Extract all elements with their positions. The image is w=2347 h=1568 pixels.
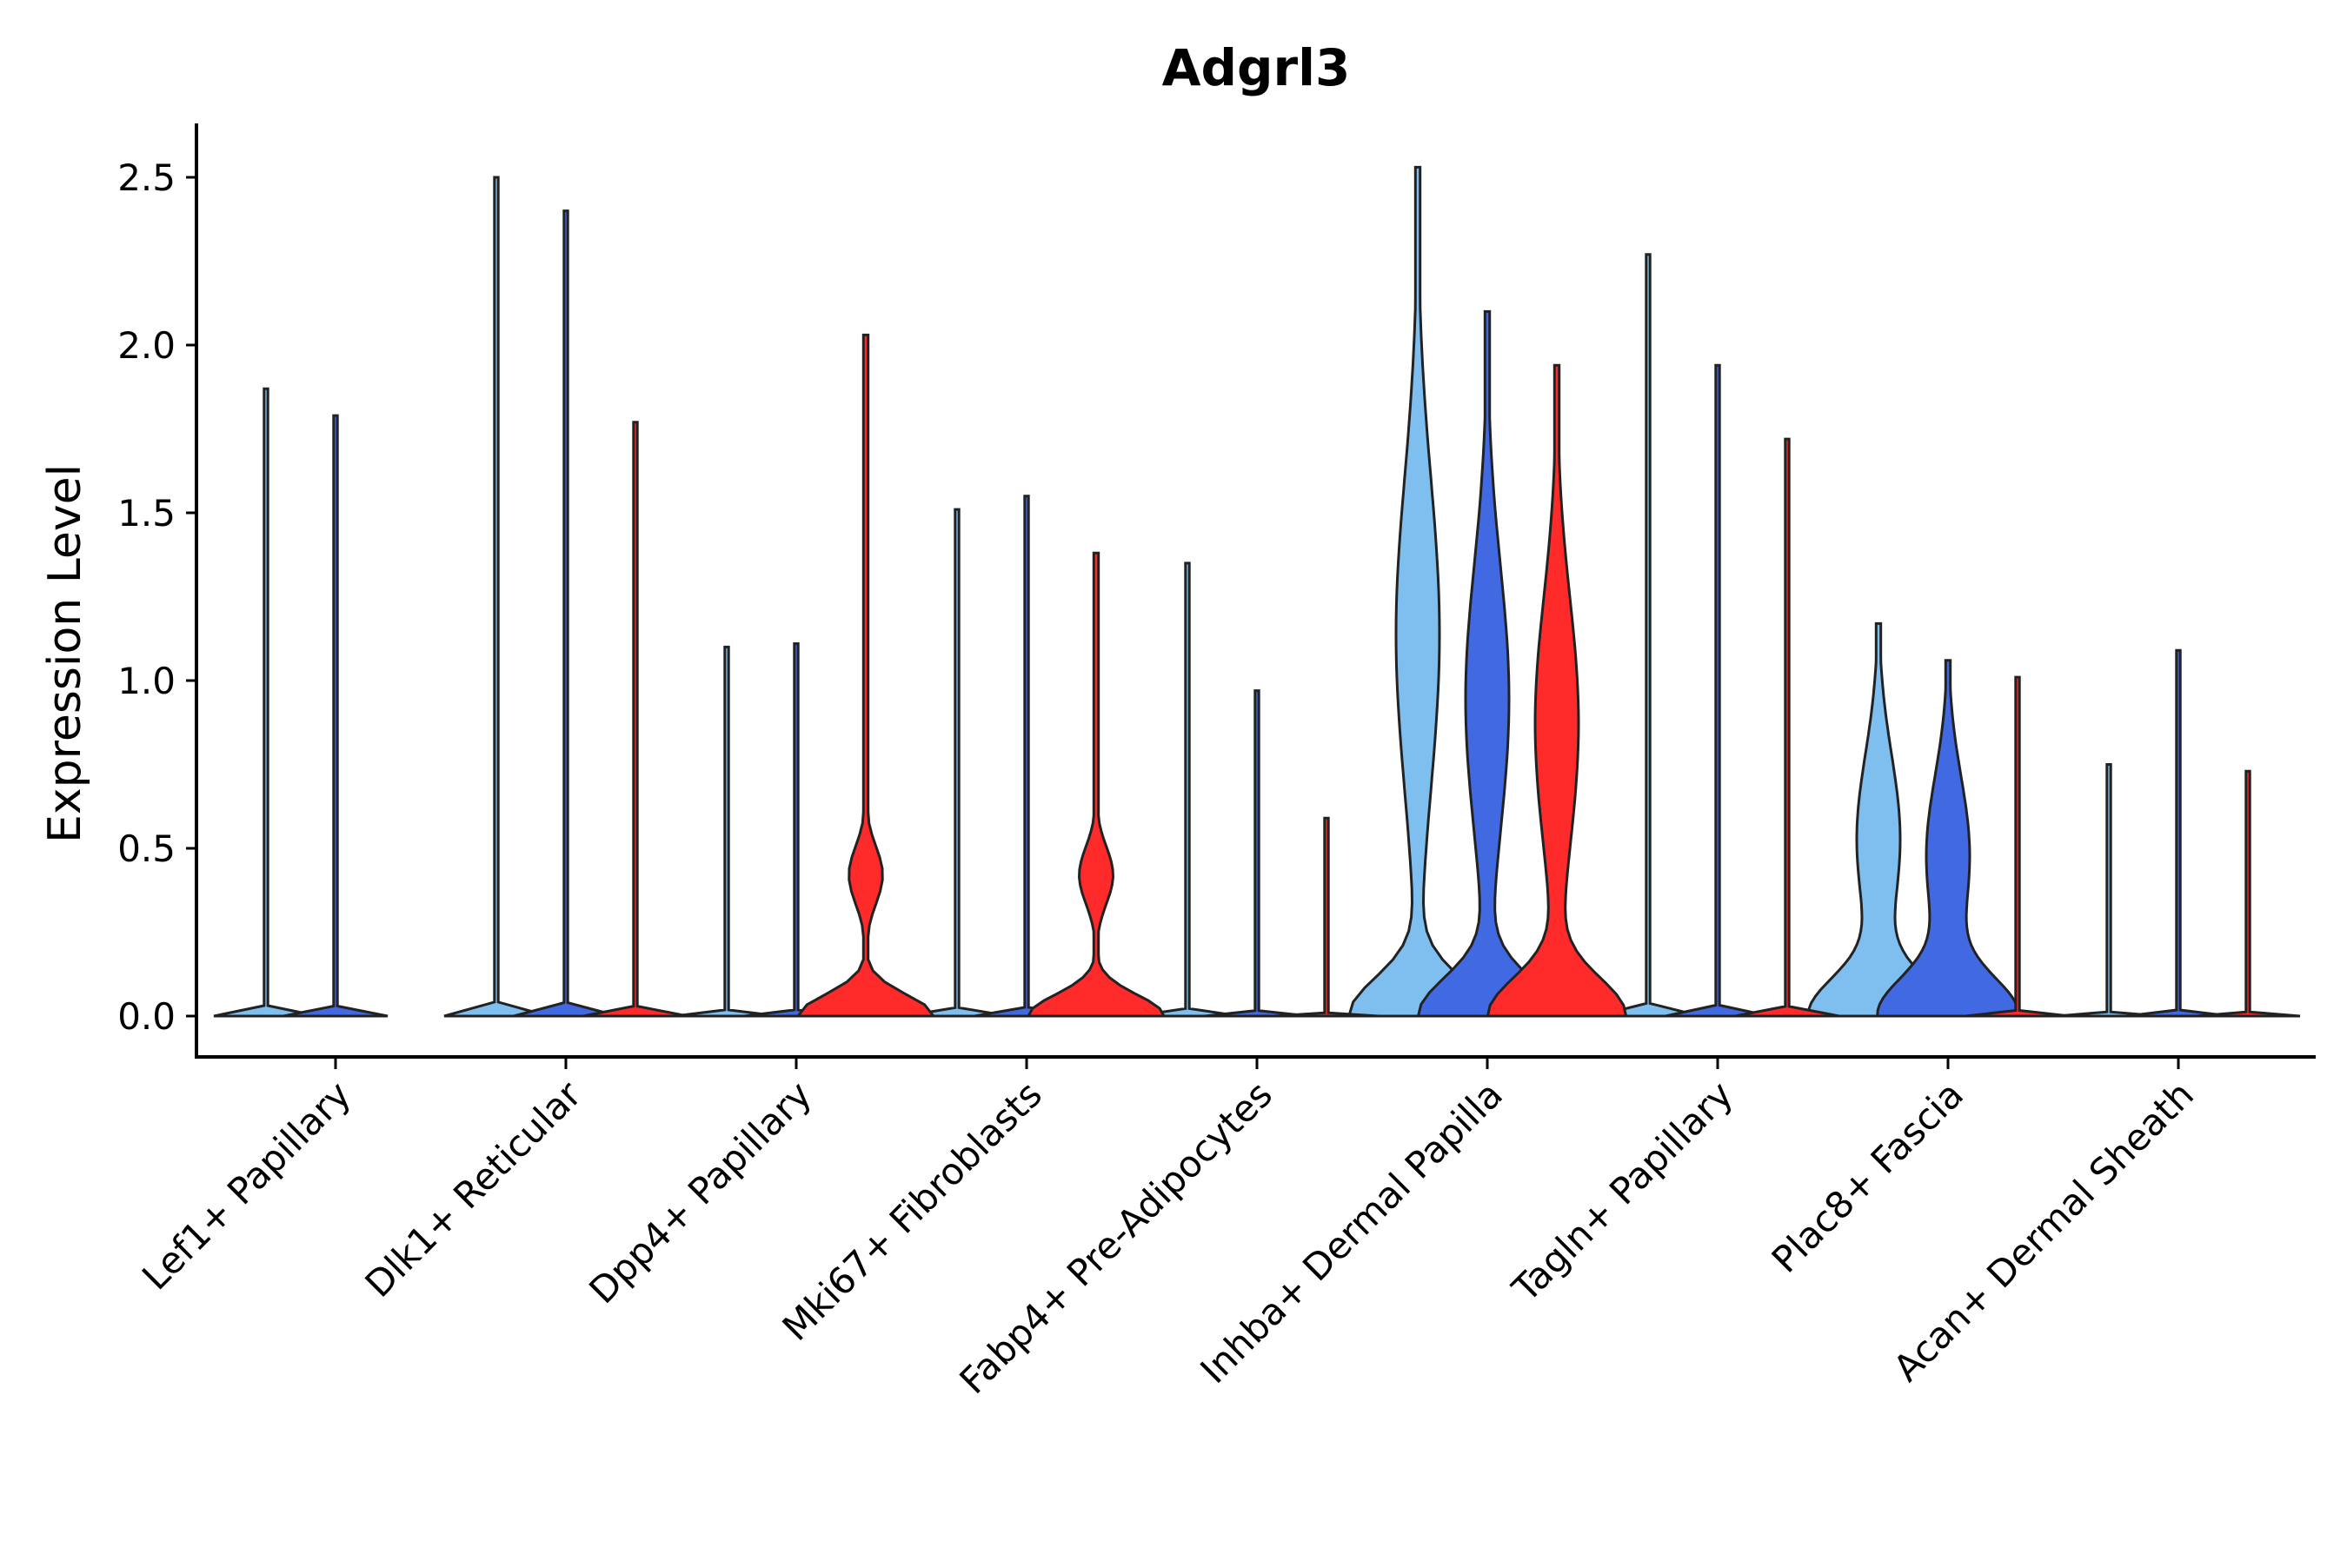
x-tick-label: Dpp4+ Papillary <box>581 1073 820 1312</box>
violin-2-7 <box>1665 363 1771 1018</box>
y-tick-label: 2.5 <box>117 156 176 199</box>
violin-2-3 <box>743 642 849 1018</box>
violin-3-8 <box>1965 675 2071 1018</box>
violin-2-1 <box>283 414 389 1018</box>
violin-3-6 <box>1486 363 1628 1018</box>
violin-3-5 <box>1273 816 1380 1018</box>
violin-3-9 <box>2195 769 2301 1018</box>
violin-3-7 <box>1734 437 1840 1018</box>
chart-title: Adgrl3 <box>1162 38 1351 97</box>
violin-2-9 <box>2125 648 2231 1018</box>
y-tick-label: 1.0 <box>117 660 176 702</box>
violin-2-4 <box>974 495 1080 1018</box>
x-tick-label: Dlk1+ Reticular <box>357 1073 590 1306</box>
violin-1-8 <box>1806 621 1951 1018</box>
violin-1-7 <box>1595 253 1701 1018</box>
violin-marks <box>213 165 2301 1018</box>
violin-3-3 <box>795 333 937 1018</box>
y-axis-ticks: 0.0 0.5 1.0 1.5 2.0 2.5 <box>117 156 196 1038</box>
violin-2-5 <box>1204 689 1310 1018</box>
x-tick-label: Lef1+ Papillary <box>134 1073 359 1298</box>
y-tick-label: 1.5 <box>117 492 176 535</box>
violin-1-1 <box>213 387 319 1018</box>
x-tick-label: Plac8+ Fascia <box>1764 1073 1971 1280</box>
x-tick-label: Tagln+ Papillary <box>1504 1073 1741 1310</box>
violin-3-4 <box>1026 551 1167 1018</box>
y-tick-label: 0.5 <box>117 827 176 870</box>
violin-1-5 <box>1134 561 1240 1018</box>
x-tick-label: Mki67+ Fibroblasts <box>775 1073 1050 1348</box>
y-tick-label: 0.0 <box>117 995 176 1038</box>
y-axis-label: Expression Level <box>39 464 91 843</box>
violin-1-6 <box>1346 165 1489 1018</box>
violin-1-3 <box>674 645 780 1018</box>
y-tick-label: 2.0 <box>117 324 176 367</box>
violin-2-6 <box>1416 309 1559 1018</box>
violin-3-2 <box>582 421 688 1018</box>
violin-2-2 <box>513 209 619 1018</box>
violin-1-9 <box>2056 763 2162 1018</box>
violin-1-2 <box>443 176 549 1018</box>
violin-1-4 <box>904 508 1010 1018</box>
violin-2-8 <box>1876 659 2020 1018</box>
